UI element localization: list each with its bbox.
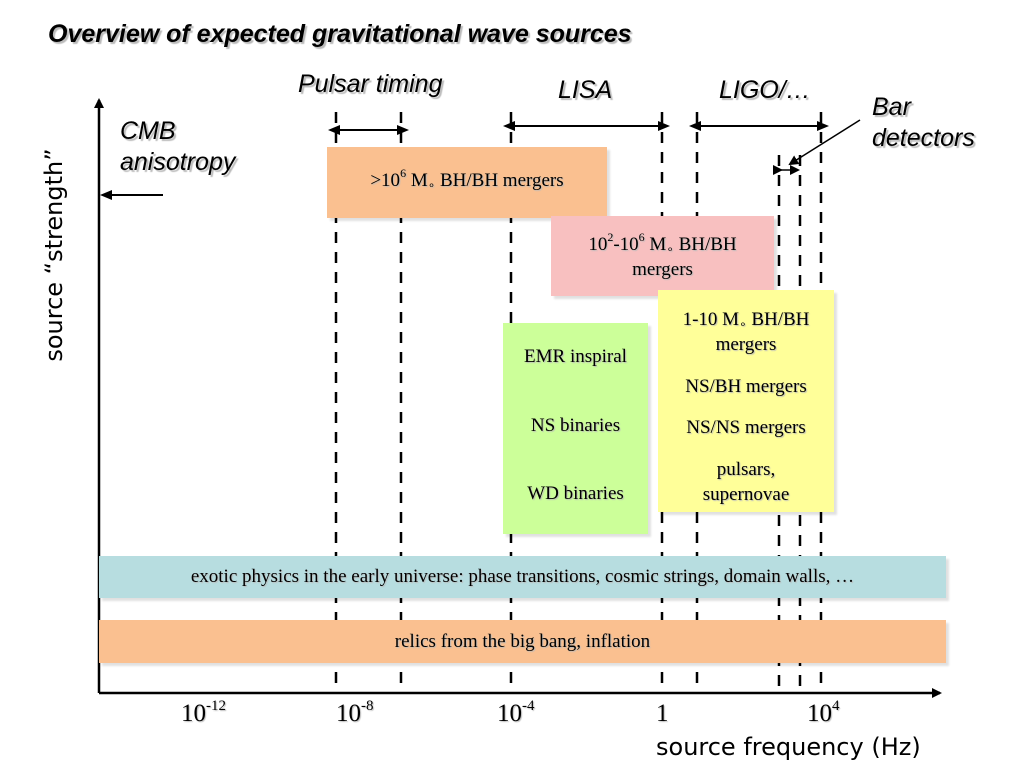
lisa-label: LISA [558, 76, 613, 104]
imbh-mergers-box: 102-106 M∘ BH/BH mergers [551, 216, 774, 296]
tick-label-1e-8: 10-8 [336, 698, 374, 727]
bar-pointer-arrow [788, 119, 861, 166]
ligo-bh-line1b: BH/BH [746, 309, 810, 330]
pulsar-timing-label: Pulsar timing [298, 70, 443, 98]
smbh-suffix: BH/BH mergers [435, 170, 564, 191]
lisa-source-wd: WD binaries [527, 483, 624, 504]
tick-label-1e4: 104 [807, 698, 840, 727]
page-title: Overview of expected gravitational wave … [48, 20, 632, 48]
y-axis-label: source “strength” [40, 148, 68, 362]
relics-band: relics from the big bang, inflation [99, 620, 946, 663]
x-axis-label: source frequency (Hz) [656, 733, 921, 761]
smbh-exp: 6 [400, 166, 407, 180]
smbh-prefix: >10 [370, 170, 401, 191]
tick-label-1e-4: 10-4 [497, 698, 535, 727]
smbh-mergers-box: >106 M∘ BH/BH mergers [327, 147, 607, 218]
lisa-source-ns: NS binaries [530, 415, 621, 436]
cmb-anisotropy-label: CMB anisotropy [120, 117, 236, 177]
ligo-bh-sub: ∘ [739, 317, 747, 331]
lisa-sources-box: EMR inspiral NS binaries WD binaries [503, 323, 648, 534]
smbh-sub: ∘ [427, 178, 436, 192]
imbh-line2: mergers [632, 258, 693, 280]
smbh-mass: M [410, 170, 428, 191]
ligo-bh-line1: 1-10 M [682, 309, 740, 330]
exotic-physics-text: exotic physics in the early universe: ph… [190, 566, 855, 587]
imbh-mass: M [649, 234, 667, 255]
ligo-bh-line2: mergers [715, 333, 777, 355]
ligo-label: LIGO/… [719, 76, 811, 104]
ligo-supernovae: supernovae [702, 483, 790, 505]
bar-detectors-label: Bar detectors [872, 93, 975, 153]
imbh-mid: -10 [613, 234, 639, 255]
tick-label-1: 1 [656, 700, 669, 727]
imbh-suffix: BH/BH [673, 234, 737, 255]
relics-text: relics from the big bang, inflation [394, 631, 651, 652]
imbh-exp2: 6 [638, 230, 645, 244]
ligo-source-nsbh: NS/BH mergers [685, 376, 807, 397]
imbh-exp1: 2 [607, 230, 614, 244]
tick-label-1e-12: 10-12 [181, 698, 226, 727]
lisa-source-emr: EMR inspiral [524, 346, 627, 367]
imbh-base: 10 [588, 234, 608, 255]
ligo-sources-box: 1-10 M∘ BH/BH mergers NS/BH mergers NS/N… [658, 290, 834, 512]
ligo-source-nsns: NS/NS mergers [686, 417, 806, 438]
ligo-pulsars: pulsars, [716, 459, 776, 480]
exotic-physics-band: exotic physics in the early universe: ph… [99, 556, 946, 598]
imbh-sub: ∘ [666, 242, 674, 256]
